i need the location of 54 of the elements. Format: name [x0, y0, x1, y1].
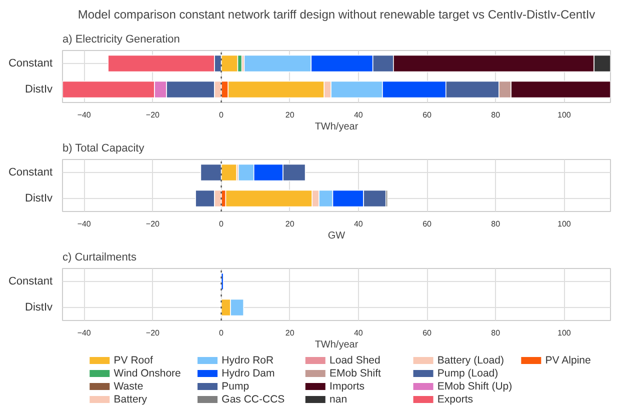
x-tick-label: 40	[354, 110, 364, 120]
x-tick-label: 40	[354, 220, 364, 228]
x-tick-label: 100	[558, 110, 572, 120]
x-tick-label: 60	[422, 220, 432, 228]
legend-label: Battery (Load)	[437, 354, 504, 366]
x-tick-label: −20	[146, 110, 160, 120]
legend-label: Wind Onshore	[114, 368, 182, 380]
x-tick-label: 0	[219, 328, 224, 338]
legend-label: PV Alpine	[545, 354, 591, 366]
legend-label: Pump (Load)	[437, 368, 498, 380]
legend-label: Hydro Dam	[222, 368, 276, 380]
legend-label: Gas CC-CCS	[222, 394, 285, 406]
chart-subtitle: a) Electricity Generation	[62, 34, 180, 46]
x-tick-label: −20	[146, 220, 160, 228]
x-tick-label: 20	[285, 220, 295, 228]
x-axis-title: GW	[328, 230, 346, 242]
x-tick-label: 80	[491, 110, 501, 120]
y-tick-label: DistIv	[25, 84, 53, 96]
x-axis-title: TWh/year	[314, 340, 359, 350]
legend-label: Imports	[330, 380, 365, 392]
legend-label: nan	[330, 394, 348, 406]
x-tick-label: 60	[422, 328, 432, 338]
x-tick-label: −40	[77, 220, 92, 228]
x-tick-label: 100	[558, 220, 572, 228]
x-tick-label: 40	[354, 328, 364, 338]
x-axis-title: TWh/year	[314, 122, 359, 132]
x-tick-label: −40	[77, 110, 92, 120]
y-tick-label: DistIv	[25, 192, 53, 204]
legend-label: PV Roof	[114, 354, 153, 366]
legend-label: EMob Shift	[330, 368, 381, 380]
x-tick-label: 60	[422, 110, 432, 120]
x-tick-label: 0	[219, 220, 224, 228]
x-tick-label: 0	[219, 110, 224, 120]
chart-title: c) Curtailments	[62, 252, 137, 264]
x-tick-label: −20	[146, 328, 160, 338]
chart-title: b) Total Capacity	[62, 142, 145, 154]
y-tick-label: Constant	[8, 276, 53, 288]
x-tick-label: 20	[285, 328, 295, 338]
legend-label: EMob Shift (Up)	[437, 380, 512, 392]
y-tick-label: Constant	[8, 166, 53, 178]
legend-label: Pump	[222, 380, 250, 392]
legend-label: Hydro RoR	[222, 354, 274, 366]
y-tick-label: DistIv	[25, 302, 53, 314]
legend-label: Battery	[114, 394, 148, 406]
legend-label: Waste	[114, 380, 144, 392]
x-tick-label: 80	[491, 220, 501, 228]
y-tick-label: Constant	[8, 58, 53, 70]
legend-label: Load Shed	[330, 354, 380, 366]
x-tick-label: −40	[77, 328, 92, 338]
legend-label: Exports	[437, 394, 474, 406]
x-tick-label: 100	[558, 328, 572, 338]
chart-title: Model comparison constant network tariff design without renewable target vs CentIv-DistIv-CentIv	[78, 8, 596, 22]
x-tick-label: 20	[285, 110, 295, 120]
x-tick-label: 80	[491, 328, 501, 338]
